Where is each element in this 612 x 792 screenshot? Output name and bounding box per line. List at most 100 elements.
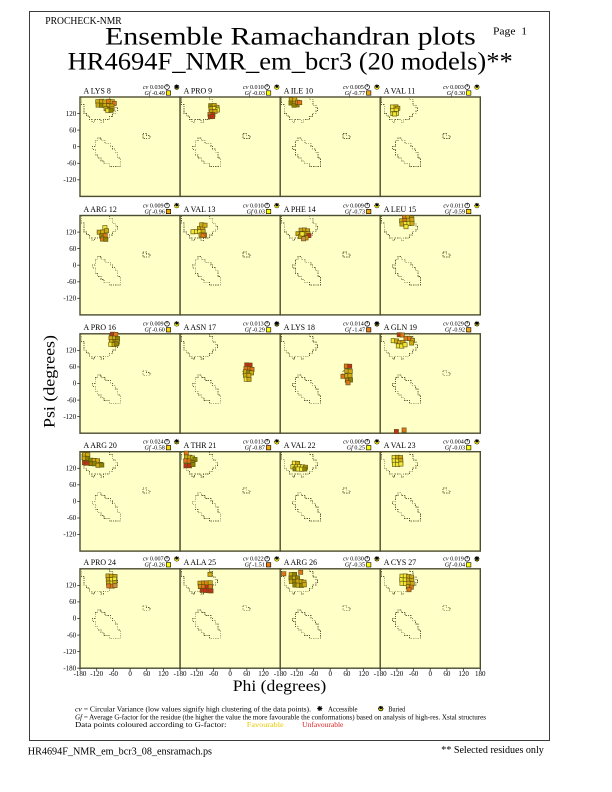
svg-text:cv 0.022: cv 0.022 xyxy=(243,557,264,563)
svg-text:-60: -60 xyxy=(67,160,77,168)
svg-text:0: 0 xyxy=(428,670,432,678)
svg-text:-60: -60 xyxy=(67,514,77,522)
svg-text:A PRO 9: A PRO 9 xyxy=(184,86,213,95)
svg-text:cv 0.013: cv 0.013 xyxy=(243,322,264,328)
svg-text:A VAL 11: A VAL 11 xyxy=(384,86,416,95)
svg-text:60: 60 xyxy=(69,363,77,371)
svg-text:-120: -120 xyxy=(390,670,403,678)
svg-text:-120: -120 xyxy=(63,295,76,303)
svg-text:A CYS 27: A CYS 27 xyxy=(384,558,417,567)
svg-text:-120: -120 xyxy=(190,670,203,678)
svg-text:Gf -0.49: Gf -0.49 xyxy=(144,90,164,97)
svg-text:A VAL 22: A VAL 22 xyxy=(284,441,316,450)
svg-text:-120: -120 xyxy=(90,670,103,678)
svg-text:-60: -60 xyxy=(109,670,119,678)
svg-text:0: 0 xyxy=(73,498,77,506)
svg-text:A LYS 18: A LYS 18 xyxy=(284,323,315,332)
svg-text:-120: -120 xyxy=(290,670,303,678)
svg-text:HR4694F_NMR_em_bcr3_08_ensrama: HR4694F_NMR_em_bcr3_08_ensramach.ps xyxy=(28,746,212,757)
svg-text:Ensemble Ramachandran plots: Ensemble Ramachandran plots xyxy=(105,23,476,50)
svg-text:Unfavourable: Unfavourable xyxy=(302,722,343,729)
svg-text:-120: -120 xyxy=(63,648,76,656)
svg-text:A PRO 16: A PRO 16 xyxy=(84,323,117,332)
svg-text:A PHE 14: A PHE 14 xyxy=(284,205,316,214)
svg-text:60: 60 xyxy=(243,670,251,678)
svg-text:Gf -1.51: Gf -1.51 xyxy=(245,562,265,569)
svg-text:Gf -0.59: Gf -0.59 xyxy=(445,208,465,215)
svg-text:-180: -180 xyxy=(174,670,187,678)
svg-text:A ASN 17: A ASN 17 xyxy=(184,323,217,332)
svg-text:-60: -60 xyxy=(67,631,77,639)
svg-text:Gf -0.87: Gf -0.87 xyxy=(245,445,265,452)
svg-text:0: 0 xyxy=(73,380,77,388)
svg-text:-180: -180 xyxy=(63,664,76,672)
svg-text:0: 0 xyxy=(228,670,232,678)
svg-text:cv 0.010: cv 0.010 xyxy=(243,203,264,209)
svg-text:Gf -0.73: Gf -0.73 xyxy=(345,208,365,215)
svg-text:Page 1: Page 1 xyxy=(493,27,527,38)
svg-text:Gf -0.58: Gf -0.58 xyxy=(144,445,164,452)
svg-text:A ALA 25: A ALA 25 xyxy=(184,558,216,567)
svg-text:Gf -0.03: Gf -0.03 xyxy=(445,445,465,452)
svg-text:Gf -0.35: Gf -0.35 xyxy=(345,562,365,569)
svg-text:Gf -1.47: Gf -1.47 xyxy=(345,327,365,334)
svg-text:-180: -180 xyxy=(374,670,387,678)
svg-text:Accessible: Accessible xyxy=(328,706,358,713)
svg-text:0: 0 xyxy=(73,143,77,151)
svg-text:cv 0.024: cv 0.024 xyxy=(143,440,164,446)
svg-text:-180: -180 xyxy=(274,670,287,678)
svg-text:cv 0.009: cv 0.009 xyxy=(343,203,364,209)
svg-text:120: 120 xyxy=(358,670,369,678)
svg-text:PROCHECK-NMR: PROCHECK-NMR xyxy=(45,16,122,27)
svg-text:Gf 0.03: Gf 0.03 xyxy=(247,208,265,215)
svg-text:Gf 0.30: Gf 0.30 xyxy=(447,90,465,97)
svg-text:A ARG 26: A ARG 26 xyxy=(284,558,317,567)
svg-text:0: 0 xyxy=(73,615,77,623)
svg-text:Psi (degrees): Psi (degrees) xyxy=(42,335,59,428)
svg-text:Gf -0.29: Gf -0.29 xyxy=(245,327,265,334)
svg-text:cv 0.011: cv 0.011 xyxy=(443,203,463,209)
svg-text:A ARG 12: A ARG 12 xyxy=(84,205,117,214)
svg-text:120: 120 xyxy=(66,465,77,473)
svg-text:A ILE 10: A ILE 10 xyxy=(284,86,313,95)
svg-text:cv 0.004: cv 0.004 xyxy=(443,440,464,446)
svg-text:-60: -60 xyxy=(209,670,219,678)
svg-text:cv 0.009: cv 0.009 xyxy=(143,322,164,328)
svg-text:0: 0 xyxy=(328,670,332,678)
svg-text:-120: -120 xyxy=(63,413,76,421)
svg-text:-60: -60 xyxy=(67,278,77,286)
svg-text:Gf -0.77: Gf -0.77 xyxy=(345,90,365,97)
svg-text:-60: -60 xyxy=(309,670,319,678)
svg-text:A THR 21: A THR 21 xyxy=(184,441,217,450)
svg-text:Gf -0.04: Gf -0.04 xyxy=(445,562,465,569)
svg-text:Gf -0.26: Gf -0.26 xyxy=(144,562,164,569)
svg-text:A VAL 13: A VAL 13 xyxy=(184,205,216,214)
svg-text:-120: -120 xyxy=(63,531,76,539)
svg-text:Gf -0.03: Gf -0.03 xyxy=(245,90,265,97)
svg-text:cv 0.010: cv 0.010 xyxy=(243,85,264,91)
svg-text:-60: -60 xyxy=(67,396,77,404)
svg-text:180: 180 xyxy=(475,670,486,678)
svg-text:Gf -0.92: Gf -0.92 xyxy=(445,327,465,334)
svg-text:A LEU 15: A LEU 15 xyxy=(384,205,416,214)
svg-text:cv 0.005: cv 0.005 xyxy=(343,85,364,91)
svg-text:60: 60 xyxy=(343,670,351,678)
svg-text:-60: -60 xyxy=(409,670,419,678)
svg-text:cv 0.007: cv 0.007 xyxy=(143,557,164,563)
svg-text:120: 120 xyxy=(158,670,169,678)
svg-text:Gf = Average G-factor for the: Gf = Average G-factor for the residue (t… xyxy=(75,714,486,721)
svg-text:60: 60 xyxy=(443,670,451,678)
svg-text:HR4694F_NMR_em_bcr3 (20 models: HR4694F_NMR_em_bcr3 (20 models)** xyxy=(68,49,513,76)
svg-text:60: 60 xyxy=(69,245,77,253)
svg-text:cv 0.029: cv 0.029 xyxy=(443,322,464,328)
svg-text:A VAL 23: A VAL 23 xyxy=(384,441,416,450)
svg-text:0: 0 xyxy=(128,670,132,678)
svg-text:cv 0.009: cv 0.009 xyxy=(143,203,164,209)
svg-text:Gf -0.96: Gf -0.96 xyxy=(144,208,164,215)
svg-text:A GLN 19: A GLN 19 xyxy=(384,323,417,332)
svg-text:** Selected residues only: ** Selected residues only xyxy=(441,745,544,756)
svg-text:120: 120 xyxy=(66,228,77,236)
svg-text:cv = Circular Variance (low va: cv = Circular Variance (low values signi… xyxy=(75,706,311,713)
svg-text:120: 120 xyxy=(66,347,77,355)
svg-text:60: 60 xyxy=(143,670,151,678)
